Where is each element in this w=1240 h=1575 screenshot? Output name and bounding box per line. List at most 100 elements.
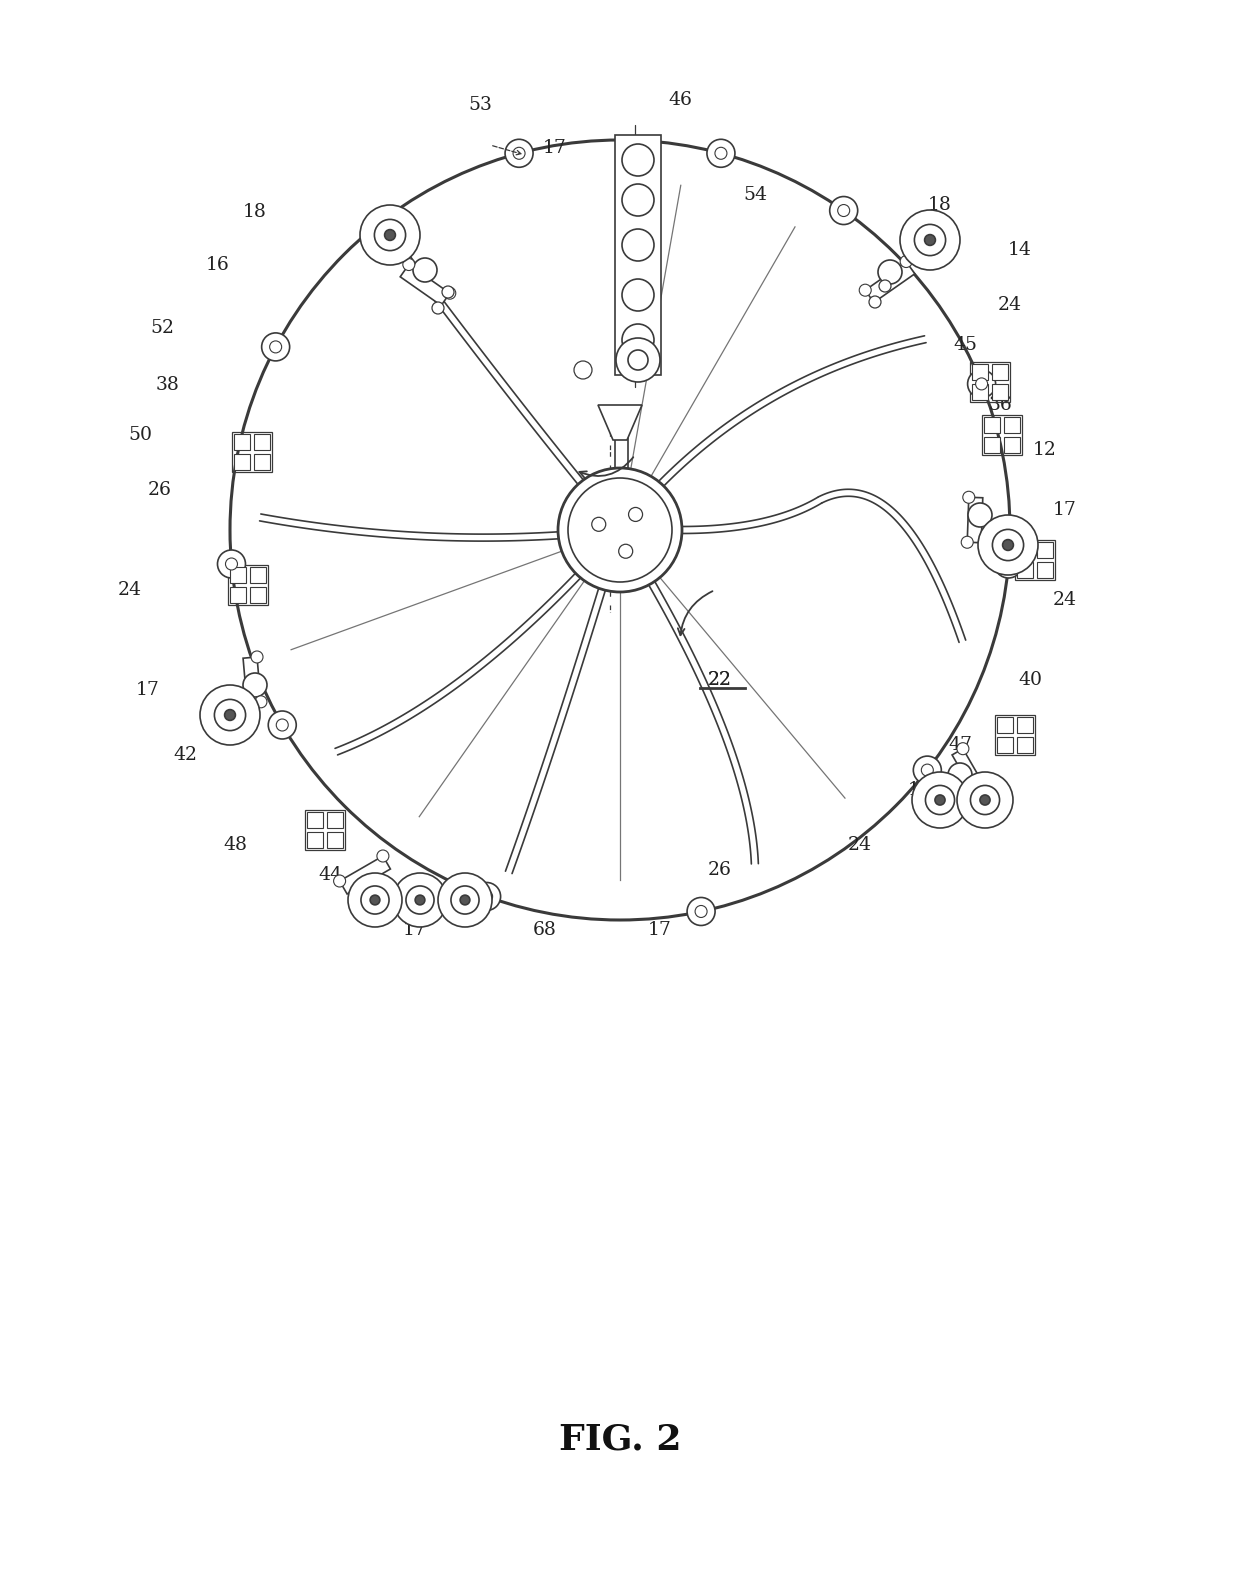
- Circle shape: [978, 780, 990, 791]
- Polygon shape: [615, 135, 661, 375]
- Text: 12: 12: [1033, 441, 1056, 458]
- Circle shape: [432, 302, 444, 313]
- Circle shape: [513, 148, 525, 159]
- Polygon shape: [952, 748, 983, 791]
- Polygon shape: [327, 832, 343, 847]
- Circle shape: [334, 876, 346, 887]
- Circle shape: [250, 650, 263, 663]
- Circle shape: [914, 224, 946, 255]
- Circle shape: [472, 882, 501, 910]
- Text: 26: 26: [148, 480, 172, 499]
- Polygon shape: [243, 657, 260, 702]
- Circle shape: [622, 228, 653, 261]
- Text: 47: 47: [949, 736, 972, 754]
- Circle shape: [838, 205, 849, 216]
- Text: 40: 40: [1018, 671, 1042, 688]
- Circle shape: [957, 743, 968, 754]
- Polygon shape: [972, 384, 988, 400]
- Circle shape: [869, 296, 880, 309]
- Text: 44: 44: [317, 866, 342, 884]
- Polygon shape: [985, 417, 999, 433]
- Text: 18: 18: [928, 195, 952, 214]
- Circle shape: [935, 795, 945, 805]
- Circle shape: [976, 378, 987, 391]
- Circle shape: [992, 529, 1023, 561]
- Circle shape: [360, 205, 420, 265]
- Text: 54: 54: [743, 186, 768, 205]
- Text: 17: 17: [543, 139, 567, 158]
- Polygon shape: [254, 454, 270, 469]
- Circle shape: [505, 139, 533, 167]
- Text: 24: 24: [848, 836, 872, 854]
- Circle shape: [715, 148, 727, 159]
- Text: 53: 53: [467, 96, 492, 113]
- Circle shape: [226, 558, 238, 570]
- Circle shape: [962, 491, 975, 504]
- Text: 24: 24: [998, 296, 1022, 313]
- Text: 17: 17: [136, 680, 160, 699]
- Text: 38: 38: [156, 376, 180, 394]
- Circle shape: [978, 515, 1038, 575]
- Polygon shape: [1004, 417, 1021, 433]
- Text: 17: 17: [1053, 501, 1076, 520]
- Polygon shape: [598, 405, 642, 439]
- Text: 52: 52: [150, 320, 174, 337]
- Text: 17: 17: [403, 921, 427, 939]
- Text: 17: 17: [634, 146, 657, 164]
- Text: 24: 24: [1053, 591, 1078, 610]
- Circle shape: [348, 873, 402, 928]
- Circle shape: [859, 284, 872, 296]
- Circle shape: [405, 887, 434, 913]
- Circle shape: [1002, 558, 1014, 570]
- Circle shape: [558, 468, 682, 592]
- Polygon shape: [1017, 737, 1033, 753]
- Circle shape: [994, 550, 1023, 578]
- Text: 50: 50: [128, 425, 153, 444]
- Polygon shape: [967, 498, 983, 543]
- Circle shape: [377, 850, 389, 862]
- Text: 17: 17: [649, 921, 672, 939]
- Circle shape: [413, 258, 436, 282]
- Text: 26: 26: [708, 862, 732, 879]
- Polygon shape: [229, 587, 246, 603]
- Polygon shape: [1004, 436, 1021, 454]
- Circle shape: [629, 507, 642, 521]
- Text: 22: 22: [708, 671, 732, 688]
- Text: FIG. 2: FIG. 2: [559, 1422, 681, 1457]
- Text: 14: 14: [1008, 241, 1032, 258]
- Circle shape: [393, 873, 446, 928]
- Circle shape: [460, 895, 470, 906]
- Polygon shape: [1017, 717, 1033, 732]
- Polygon shape: [229, 567, 246, 583]
- Polygon shape: [340, 855, 391, 895]
- Text: 16: 16: [206, 257, 229, 274]
- Circle shape: [616, 339, 660, 383]
- Circle shape: [255, 696, 267, 707]
- Polygon shape: [250, 587, 267, 603]
- Polygon shape: [234, 435, 250, 450]
- Circle shape: [957, 772, 1013, 828]
- Polygon shape: [250, 567, 267, 583]
- Circle shape: [568, 477, 672, 583]
- Circle shape: [268, 710, 296, 739]
- Circle shape: [980, 795, 990, 805]
- Circle shape: [925, 786, 955, 814]
- Circle shape: [243, 673, 267, 698]
- Circle shape: [900, 209, 960, 269]
- Polygon shape: [234, 454, 250, 469]
- Circle shape: [925, 235, 935, 246]
- Text: 48: 48: [223, 836, 247, 854]
- Circle shape: [911, 772, 968, 828]
- Circle shape: [415, 895, 425, 906]
- Polygon shape: [997, 717, 1013, 732]
- Circle shape: [200, 685, 260, 745]
- Circle shape: [622, 143, 653, 176]
- Circle shape: [961, 536, 973, 548]
- Polygon shape: [308, 832, 322, 847]
- Circle shape: [627, 350, 649, 370]
- Polygon shape: [997, 737, 1013, 753]
- Polygon shape: [985, 436, 999, 454]
- Circle shape: [217, 550, 246, 578]
- Text: 24: 24: [118, 581, 143, 598]
- Polygon shape: [1037, 562, 1053, 578]
